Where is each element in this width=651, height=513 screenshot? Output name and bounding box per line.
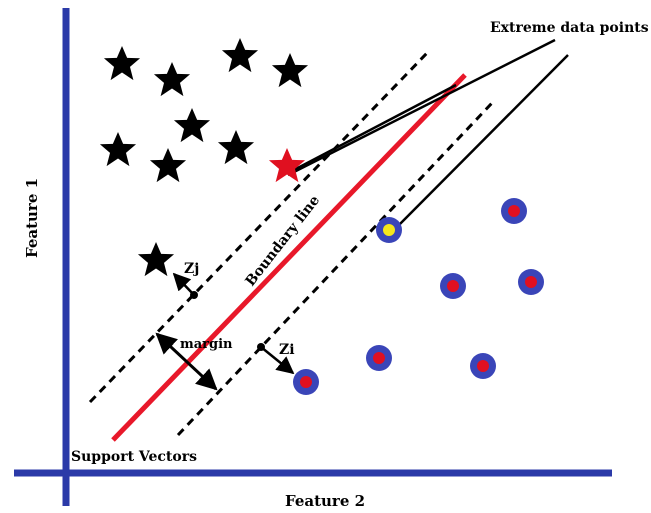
circle-dot-icon [518, 269, 544, 295]
circle-dot-icon [293, 369, 319, 395]
pointer-line-star [287, 38, 556, 177]
zi-point [257, 343, 265, 351]
boundary-line-label: Boundary line [243, 192, 324, 289]
extreme-circle-icon [376, 217, 402, 243]
zj-arrow [172, 272, 195, 296]
feature-2-label: Feature 2 [285, 492, 365, 510]
zi-arrow [260, 346, 295, 375]
feature-1-label: Feature 1 [23, 178, 41, 258]
star-icon [99, 131, 137, 167]
extreme-star-icon [268, 147, 306, 183]
extreme-data-points-label: Extreme data points [490, 20, 649, 36]
circle-dot-icon [470, 353, 496, 379]
margin-label: margin [180, 337, 233, 352]
circle-dot-icon [501, 198, 527, 224]
zj-label: Zj [184, 261, 199, 277]
star-icon [217, 129, 255, 165]
margin-arrow [155, 332, 218, 391]
circle-dot-icon [366, 345, 392, 371]
star-icon [153, 61, 191, 97]
zj-point [190, 291, 198, 299]
lower-margin-line [176, 101, 494, 437]
star-icon [103, 45, 141, 81]
pointer-line-circle [391, 54, 569, 233]
star-icon [149, 147, 187, 183]
circle-cluster [293, 198, 544, 395]
zi-label: Zi [279, 342, 295, 358]
support-vectors-label: Support Vectors [71, 449, 197, 465]
star-icon [221, 37, 259, 73]
star-icon [271, 52, 309, 88]
star-icon [173, 107, 211, 143]
pointer-line-star-2 [289, 83, 457, 174]
star-icon [137, 241, 175, 277]
circle-dot-icon [440, 273, 466, 299]
upper-margin-line [88, 50, 430, 404]
